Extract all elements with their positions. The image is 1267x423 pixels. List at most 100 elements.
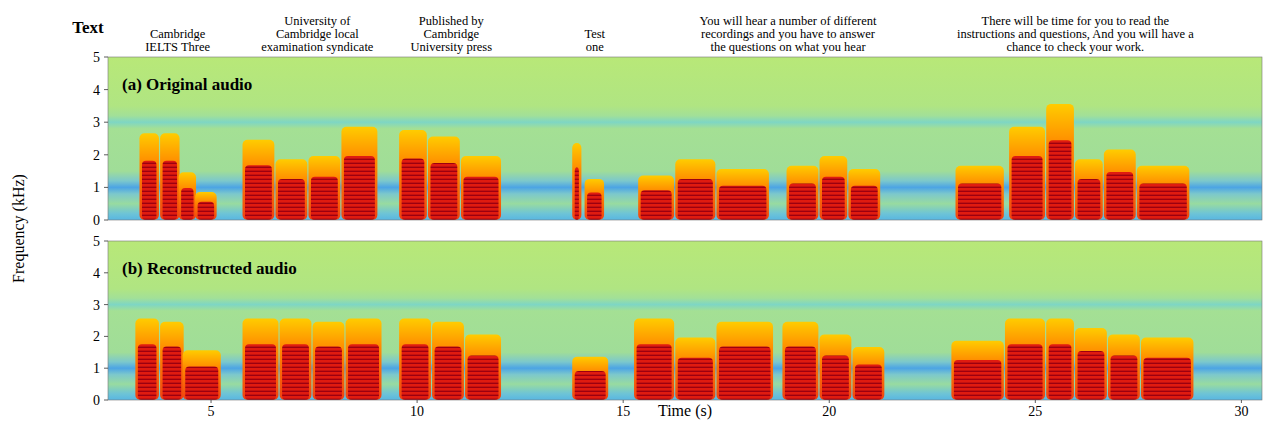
syllable-core xyxy=(282,344,309,400)
syllable-halo xyxy=(638,176,674,220)
syllable-core xyxy=(430,163,457,220)
syllable xyxy=(1005,319,1045,401)
syllable-core xyxy=(402,158,425,220)
syllable-core xyxy=(163,161,177,220)
syllable xyxy=(951,341,1003,400)
syllable-core xyxy=(785,347,816,400)
y-tick xyxy=(104,220,108,221)
syllable-core xyxy=(402,344,429,400)
syllable-halo xyxy=(1141,338,1193,400)
syllable-halo xyxy=(179,172,196,220)
syllable-halo xyxy=(572,357,608,400)
phrase-line: University press xyxy=(411,40,493,54)
syllable-halo xyxy=(346,319,382,401)
y-tick-label: 3 xyxy=(93,298,100,313)
syllable-halo xyxy=(135,319,159,401)
syllable xyxy=(787,166,819,220)
syllable-halo xyxy=(852,347,884,400)
syllable-halo xyxy=(341,127,377,220)
syllable-core xyxy=(958,183,1001,220)
syllable-halo xyxy=(1104,150,1136,220)
syllable xyxy=(675,159,715,220)
syllable-core xyxy=(311,177,338,220)
syllable xyxy=(399,130,427,220)
syllable-halo xyxy=(1046,104,1074,220)
spectrogram-background xyxy=(108,57,1262,220)
x-tick-label: 20 xyxy=(822,404,836,419)
y-tick xyxy=(104,241,108,242)
spectrogram-background xyxy=(108,241,1262,400)
x-axis-title: Time (s) xyxy=(658,402,712,420)
panel-frame xyxy=(108,57,1262,220)
syllable xyxy=(1075,328,1107,400)
y-tick-label: 2 xyxy=(93,148,100,163)
syllable-halo xyxy=(1046,319,1074,401)
syllable xyxy=(243,319,279,401)
syllable xyxy=(1137,166,1189,220)
figure: TextCambridgeIELTS ThreeUniversity ofCam… xyxy=(0,0,1267,423)
x-tick-label: 10 xyxy=(410,404,424,419)
syllable xyxy=(848,169,880,220)
syllable xyxy=(428,137,460,221)
syllable xyxy=(820,156,848,220)
syllable-halo xyxy=(675,159,715,220)
syllable xyxy=(1104,150,1136,220)
syllable xyxy=(465,334,501,400)
syllable xyxy=(341,127,377,220)
syllable-core xyxy=(468,355,499,400)
syllable-core xyxy=(1106,172,1133,220)
phrase-line: instructions and questions, And you will… xyxy=(957,27,1194,41)
syllable-halo xyxy=(160,133,179,220)
phrase-line: one xyxy=(586,40,605,54)
syllable xyxy=(243,140,275,220)
phrase-line: examination syndicate xyxy=(261,40,374,54)
syllable-halo xyxy=(956,166,1004,220)
syllable xyxy=(716,169,768,220)
syllable-halo xyxy=(634,319,674,401)
syllable xyxy=(852,347,884,400)
y-tick xyxy=(104,122,108,123)
syllable-halo xyxy=(428,137,460,221)
x-tick-label: 30 xyxy=(1234,404,1248,419)
syllable-halo xyxy=(465,334,501,400)
syllable xyxy=(1108,334,1140,400)
syllable-halo xyxy=(160,322,184,400)
x-tick xyxy=(1035,400,1036,403)
syllable xyxy=(585,179,604,220)
panel-title: (a) Original audio xyxy=(122,75,252,94)
syllable-halo xyxy=(243,319,279,401)
phrase-line: chance to check your work. xyxy=(1006,40,1144,54)
phrase-line: There will be time for you to read the xyxy=(982,14,1170,28)
phrase-line: Cambridge local xyxy=(276,27,359,41)
syllable xyxy=(183,350,221,400)
y-axis-title: Frequency (kHz) xyxy=(10,174,28,283)
syllable-halo xyxy=(820,334,852,400)
syllable xyxy=(461,156,501,220)
syllable-core xyxy=(1111,355,1138,400)
syllable-core xyxy=(1078,351,1105,400)
syllable xyxy=(432,322,464,400)
syllable-core xyxy=(1049,140,1072,220)
syllable-halo xyxy=(1005,319,1045,401)
y-tick xyxy=(104,154,108,155)
syllable-core xyxy=(678,179,713,220)
syllable xyxy=(716,322,773,400)
syllable-halo xyxy=(1108,334,1140,400)
syllable-core xyxy=(1012,156,1043,220)
x-tick xyxy=(211,400,212,403)
syllable-halo xyxy=(585,179,604,220)
syllable-core xyxy=(954,360,1001,400)
syllable-halo xyxy=(787,166,819,220)
syllable-core xyxy=(181,188,193,220)
x-tick-label: 25 xyxy=(1028,404,1042,419)
syllable-halo xyxy=(195,192,217,220)
syllable-core xyxy=(641,190,672,220)
syllable xyxy=(280,319,312,401)
syllable-core xyxy=(163,347,182,400)
syllable-halo xyxy=(1075,159,1103,220)
syllable xyxy=(1141,338,1193,400)
phrase-line: recordings and you have to answer xyxy=(701,27,876,41)
syllable-core xyxy=(1139,183,1186,220)
x-tick xyxy=(417,400,418,403)
syllable xyxy=(399,319,431,401)
